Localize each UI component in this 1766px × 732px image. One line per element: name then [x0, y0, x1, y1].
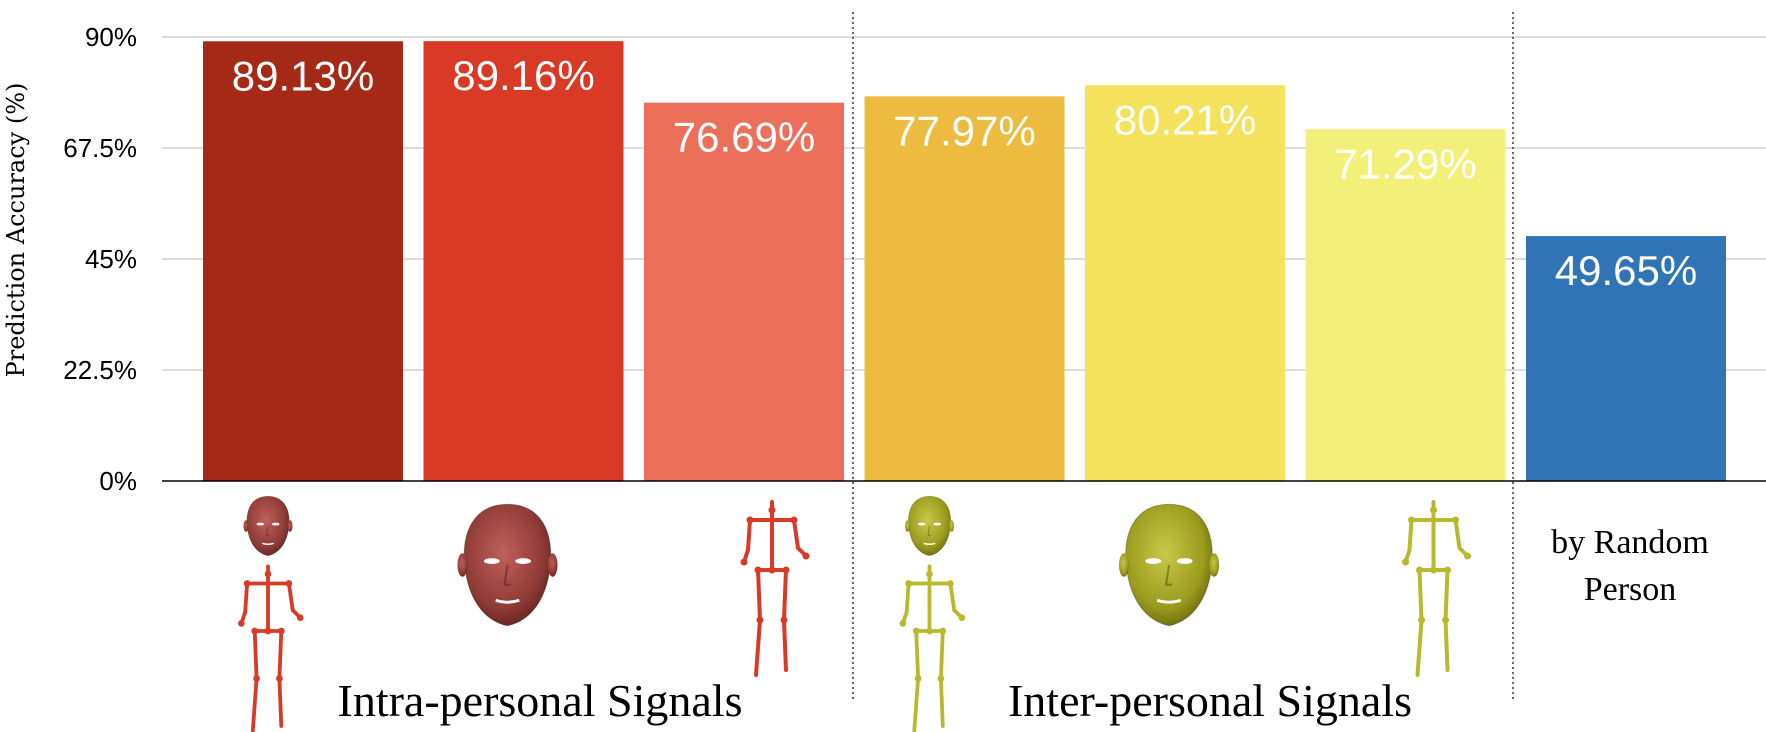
bar-value-label: 71.29% — [1334, 140, 1476, 187]
bar — [1305, 129, 1506, 481]
bar — [644, 102, 844, 482]
face-icon — [905, 495, 954, 557]
bar — [864, 96, 1065, 482]
bars: 89.13% 89.16% 76.69% 77.97% 80.21% 71.29% 49.6… — [203, 41, 1726, 482]
face-icon — [243, 495, 293, 557]
bar — [1526, 236, 1726, 481]
bar — [423, 41, 624, 481]
face-and-body-icon — [899, 495, 966, 732]
signal-icons — [238, 495, 1471, 732]
body-skeleton-icon — [1402, 500, 1471, 677]
y-tick-label: 22.5% — [63, 355, 137, 385]
face-and-body-icon — [238, 495, 304, 732]
y-tick-label: 0% — [99, 466, 137, 496]
bar-value-label: 89.13% — [232, 52, 374, 99]
group-label-intra: Intra-personal Signals — [338, 675, 743, 726]
y-axis-label: Prediction Accuracy (%) — [2, 83, 30, 378]
random-person-label-line2: Person — [1584, 571, 1677, 608]
body-skeleton-icon — [899, 564, 966, 732]
body-skeleton-icon — [238, 564, 304, 732]
bar-value-label: 49.65% — [1555, 247, 1697, 294]
bar — [203, 41, 403, 482]
random-person-label-line1: by Random — [1551, 524, 1709, 561]
face-icon — [1119, 503, 1219, 627]
y-tick-label: 90% — [85, 22, 137, 52]
face-icon — [457, 503, 558, 627]
body-skeleton-icon — [740, 500, 810, 677]
y-tick-label: 67.5% — [63, 133, 137, 163]
bar-value-label: 76.69% — [673, 114, 815, 161]
y-tick-label: 45% — [85, 244, 137, 274]
bar-value-label: 80.21% — [1114, 96, 1256, 143]
bar-value-label: 89.16% — [452, 52, 594, 99]
group-label-inter: Inter-personal Signals — [1008, 675, 1412, 726]
y-axis-ticks: 0% 22.5% 45% 67.5% 90% — [63, 22, 137, 496]
bar — [1085, 85, 1285, 481]
bar-value-label: 77.97% — [893, 107, 1035, 154]
